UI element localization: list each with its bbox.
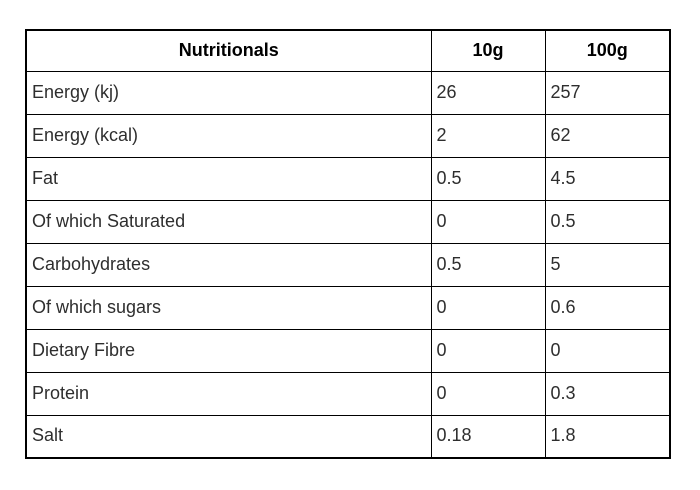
row-label: Of which Saturated bbox=[25, 199, 432, 244]
value-100g: 5 bbox=[544, 242, 671, 287]
table-header-row: Nutritionals 10g 100g bbox=[25, 29, 671, 72]
table-row: Dietary Fibre 0 0 bbox=[25, 328, 671, 373]
nutritionals-table: Nutritionals 10g 100g Energy (kj) 26 257… bbox=[25, 29, 671, 459]
row-label: Dietary Fibre bbox=[25, 328, 432, 373]
value-10g: 26 bbox=[430, 70, 546, 115]
value-100g: 1.8 bbox=[544, 414, 671, 459]
value-100g: 4.5 bbox=[544, 156, 671, 201]
row-label: Energy (kj) bbox=[25, 70, 432, 115]
row-label: Salt bbox=[25, 414, 432, 459]
value-100g: 62 bbox=[544, 113, 671, 158]
header-100g: 100g bbox=[544, 29, 671, 72]
row-label: Of which sugars bbox=[25, 285, 432, 330]
table-row: Of which sugars 0 0.6 bbox=[25, 285, 671, 330]
table-row: Carbohydrates 0.5 5 bbox=[25, 242, 671, 287]
value-100g: 0.6 bbox=[544, 285, 671, 330]
row-label: Fat bbox=[25, 156, 432, 201]
value-10g: 0 bbox=[430, 371, 546, 416]
header-10g: 10g bbox=[430, 29, 546, 72]
table-row: Protein 0 0.3 bbox=[25, 371, 671, 416]
header-nutritionals: Nutritionals bbox=[25, 29, 432, 72]
value-10g: 2 bbox=[430, 113, 546, 158]
value-100g: 0.3 bbox=[544, 371, 671, 416]
value-10g: 0.5 bbox=[430, 156, 546, 201]
row-label: Energy (kcal) bbox=[25, 113, 432, 158]
table-row: Energy (kcal) 2 62 bbox=[25, 113, 671, 158]
value-10g: 0.5 bbox=[430, 242, 546, 287]
value-10g: 0 bbox=[430, 199, 546, 244]
table-row: Of which Saturated 0 0.5 bbox=[25, 199, 671, 244]
value-100g: 0 bbox=[544, 328, 671, 373]
value-100g: 0.5 bbox=[544, 199, 671, 244]
table-row: Salt 0.18 1.8 bbox=[25, 414, 671, 459]
table-row: Fat 0.5 4.5 bbox=[25, 156, 671, 201]
row-label: Protein bbox=[25, 371, 432, 416]
value-10g: 0 bbox=[430, 328, 546, 373]
table-row: Energy (kj) 26 257 bbox=[25, 70, 671, 115]
value-10g: 0 bbox=[430, 285, 546, 330]
row-label: Carbohydrates bbox=[25, 242, 432, 287]
value-10g: 0.18 bbox=[430, 414, 546, 459]
value-100g: 257 bbox=[544, 70, 671, 115]
